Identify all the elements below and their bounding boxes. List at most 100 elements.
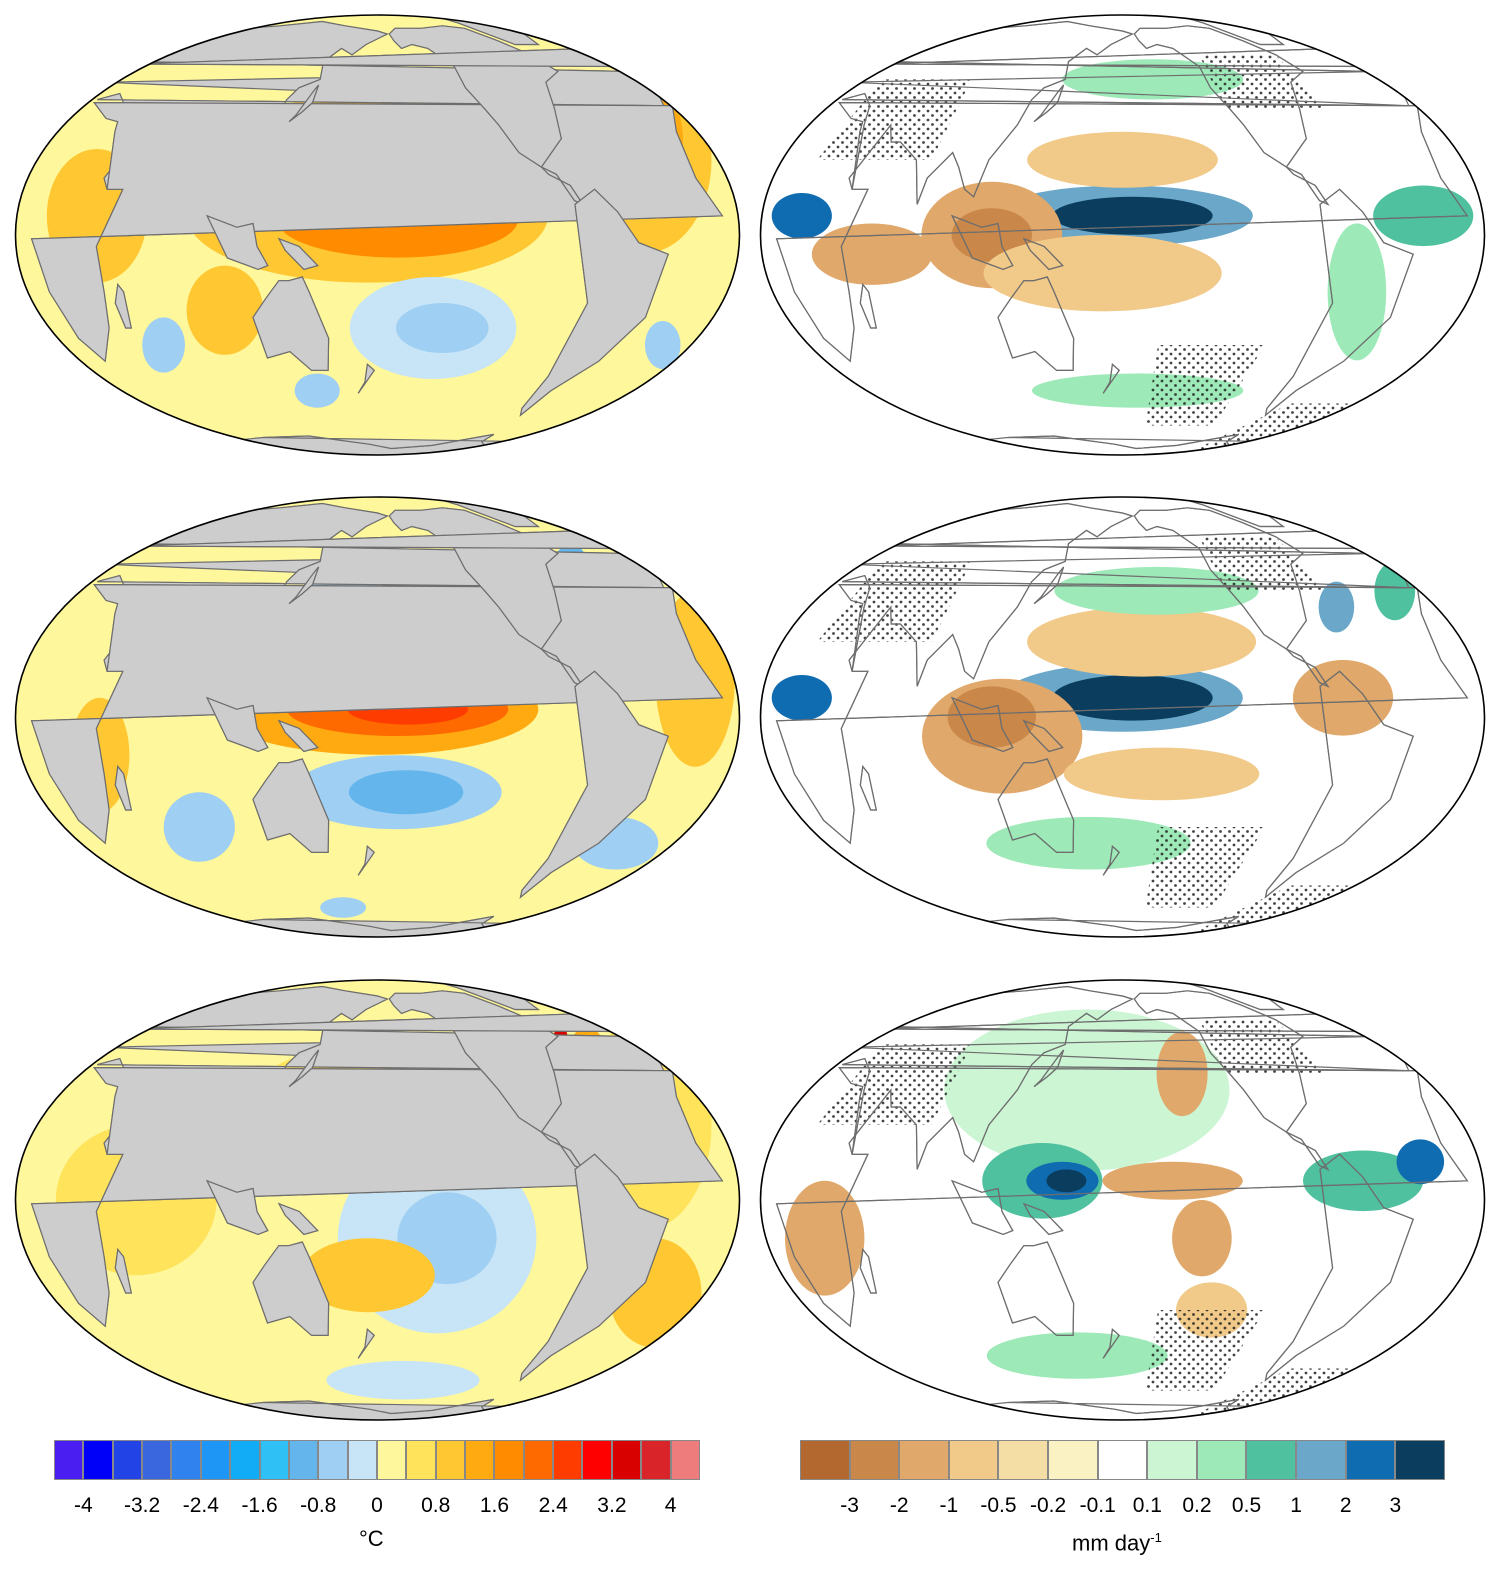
- anomaly-patch: [1172, 1200, 1232, 1277]
- anomaly-patch: [348, 770, 464, 815]
- nz-land: [1102, 1328, 1120, 1359]
- madagascar-land: [114, 1248, 133, 1294]
- anomaly-patch: [1046, 1169, 1087, 1193]
- new-guinea-land: [1022, 719, 1064, 753]
- colorbar-tick-label: 0.5: [1231, 1494, 1262, 1517]
- anomaly-patch: [1063, 747, 1260, 801]
- indonesia-land: [950, 214, 1014, 271]
- anomaly-patch: [771, 193, 832, 239]
- anomaly-patch: [1052, 675, 1213, 721]
- anomaly-patch: [771, 675, 832, 721]
- anomaly-patch: [163, 792, 235, 862]
- anomaly-patch: [947, 686, 1036, 748]
- precip-unit-sup: -1: [1150, 1530, 1162, 1545]
- precip-map-row-2: [755, 492, 1490, 942]
- africa-land: [775, 101, 1469, 363]
- colorbar-swatch: [849, 1440, 900, 1480]
- south-america-land: [1264, 188, 1414, 417]
- sst-map-row-3: [10, 975, 745, 1425]
- anomaly-patch: [1318, 581, 1355, 633]
- south-america-land: [1264, 1153, 1414, 1382]
- colorbar-tick-label: -0.1: [1079, 1494, 1116, 1517]
- sst-map-svg: [10, 10, 745, 456]
- anomaly-patch: [1374, 561, 1416, 621]
- anomaly-patch: [326, 1360, 480, 1400]
- pole-cap: [755, 492, 1490, 494]
- sst-map-row-2: [10, 492, 745, 942]
- anomaly-patch: [142, 317, 186, 373]
- colorbar-swatch: [259, 1440, 289, 1480]
- nz-land: [1102, 845, 1120, 876]
- north-america-land: [1133, 25, 1307, 168]
- anomaly-patch: [186, 265, 263, 355]
- colorbar-swatch: [112, 1440, 143, 1480]
- map-body: [15, 497, 740, 937]
- sst-map-svg: [10, 492, 745, 938]
- colorbar-tick-label: 0.8: [421, 1494, 451, 1517]
- madagascar-land: [859, 765, 878, 811]
- nz-land: [357, 363, 375, 394]
- colorbar-swatch: [1147, 1440, 1197, 1480]
- colorbar-swatch: [948, 1440, 999, 1480]
- precip-colorbar-swatches: [800, 1440, 1445, 1480]
- africa-land: [30, 1066, 724, 1328]
- colorbar-tick-label: -1.6: [241, 1494, 278, 1517]
- sst-map-row-1: [10, 10, 745, 460]
- new-guinea-land: [1022, 237, 1064, 271]
- new-guinea-land: [277, 719, 319, 753]
- australia-land: [997, 1241, 1075, 1336]
- precip-map-svg: [755, 492, 1490, 938]
- colorbar-tick-label: 2: [1339, 1494, 1352, 1517]
- colorbar-swatch: [347, 1440, 377, 1480]
- colorbar-tick-label: 0.1: [1132, 1494, 1162, 1517]
- significance-stipple: [817, 79, 972, 160]
- anomaly-patch: [1327, 223, 1387, 361]
- pole-cap: [10, 10, 745, 12]
- nz-land: [1102, 363, 1120, 394]
- indonesia-land: [205, 696, 269, 753]
- japan-land: [1033, 1049, 1065, 1088]
- colorbar-swatch: [230, 1440, 260, 1480]
- map-outline: [759, 14, 1486, 456]
- colorbar-tick-label: 0: [371, 1494, 383, 1517]
- south-america-land: [519, 188, 669, 417]
- new-guinea-land: [1022, 1202, 1064, 1236]
- south-america-land: [1264, 670, 1414, 899]
- colorbar-swatch: [1097, 1440, 1148, 1480]
- colorbar-swatch: [1395, 1440, 1445, 1480]
- colorbar-swatch: [800, 1440, 850, 1480]
- significance-stipple: [817, 1044, 972, 1125]
- colorbar-tick-label: 1.6: [479, 1494, 510, 1517]
- map-body: [15, 15, 740, 455]
- map-outline: [14, 14, 741, 456]
- japan-land: [288, 84, 320, 123]
- colorbar-swatch: [406, 1440, 436, 1480]
- anomaly-patch: [1027, 607, 1257, 677]
- new-guinea-land: [277, 237, 319, 271]
- colorbar-tick-label: -4: [74, 1494, 93, 1517]
- anomaly-patch: [785, 1180, 865, 1296]
- colorbar-swatch: [1296, 1440, 1346, 1480]
- colorbar-swatch: [1048, 1440, 1098, 1480]
- madagascar-land: [114, 765, 133, 811]
- sst-map-svg: [10, 975, 745, 1421]
- indonesia-land: [950, 1179, 1014, 1236]
- pole-cap: [10, 975, 745, 977]
- anomaly-patch: [986, 1332, 1168, 1379]
- nz-land: [357, 1328, 375, 1359]
- colorbar-tick-label: 3: [1389, 1494, 1402, 1517]
- map-body: [15, 980, 740, 1420]
- colorbar-swatch: [670, 1440, 700, 1480]
- precip-map-row-1: [755, 10, 1490, 460]
- colorbar-swatch: [465, 1440, 495, 1480]
- anomaly-patch: [1062, 59, 1244, 100]
- anomaly-patch: [1303, 1150, 1424, 1212]
- pole-cap: [10, 492, 745, 494]
- australia-land: [252, 758, 330, 853]
- map-outline: [759, 979, 1486, 1421]
- precip-colorbar-ticks: -3 -2 -1 -0.5 -0.2 -0.1 0.1 0.2 0.5 1 2 3: [800, 1494, 1445, 1524]
- colorbar-tick-label: -3: [840, 1494, 859, 1517]
- colorbar-swatch: [582, 1440, 612, 1480]
- indonesia-land: [205, 1179, 269, 1236]
- indonesia-land: [205, 214, 269, 271]
